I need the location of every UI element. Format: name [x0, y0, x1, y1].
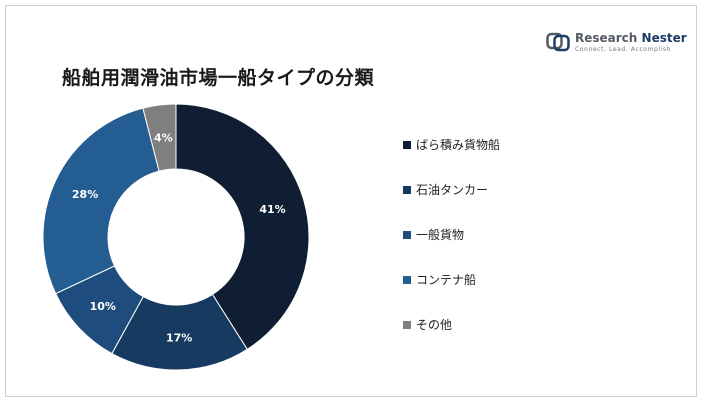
legend-label: コンテナ船 — [416, 273, 477, 287]
slice-label-5: 4% — [154, 131, 173, 144]
slice-label-1: 41% — [259, 203, 285, 216]
brand-name-part2: Nester — [641, 31, 687, 45]
brand-tagline: Connect. Lead. Accomplish — [575, 46, 672, 53]
slice-label-4: 28% — [72, 188, 98, 201]
chart-title: 船舶用潤滑油市場一船タイプの分類 — [62, 67, 375, 89]
legend-label: その他 — [416, 318, 453, 332]
legend-swatch — [403, 276, 411, 284]
slice-label-3: 10% — [90, 300, 116, 313]
slice-5 — [142, 103, 177, 172]
slice-1 — [175, 103, 310, 350]
slice-label-2: 17% — [166, 331, 192, 344]
legend-swatch — [403, 321, 411, 329]
chart-slices — [42, 103, 310, 371]
legend-swatch — [403, 186, 411, 194]
research-nester-logo-icon — [546, 32, 570, 52]
slice-4 — [42, 107, 160, 295]
brand-name: Research Nester — [575, 31, 687, 45]
chart-value-labels: 41% 17% 10% 28% 4% — [72, 131, 286, 344]
legend-swatch — [403, 141, 411, 149]
brand-logo: Research Nester Connect. Lead. Accomplis… — [546, 30, 687, 56]
legend-label: ばら積み貨物船 — [416, 138, 501, 152]
legend-swatch — [403, 231, 411, 239]
legend-label: 石油タンカー — [416, 183, 489, 197]
legend-label: 一般貨物 — [416, 228, 465, 242]
brand-name-part1: Research — [575, 31, 638, 45]
